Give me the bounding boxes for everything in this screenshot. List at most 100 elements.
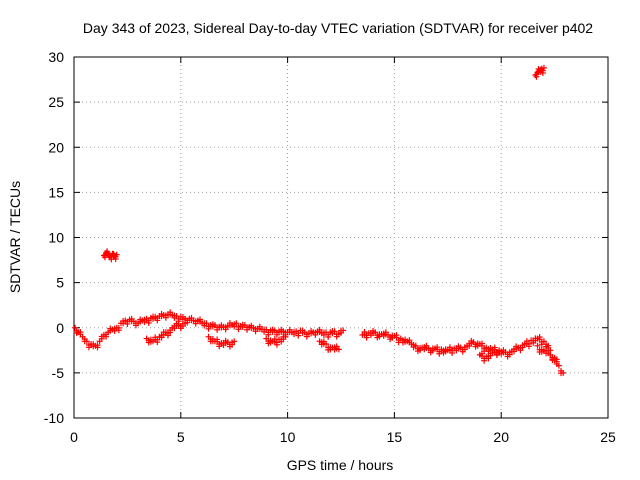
series-lower-branches-track-mark (280, 336, 287, 343)
chart-title: Day 343 of 2023, Sidereal Day-to-day VTE… (83, 20, 593, 36)
series-main-track-track-mark (111, 327, 118, 334)
y-tick-label: -5 (52, 365, 65, 381)
series-main-track-track-mark (303, 333, 310, 340)
series-lower-branches-track-mark (333, 345, 340, 352)
series-main-track-track-mark (417, 347, 424, 354)
series-main-track-track-mark (98, 335, 105, 342)
series-main-track-track-mark (201, 322, 208, 329)
series-lower-branches-track-mark (147, 338, 154, 345)
x-tick-label: 20 (493, 429, 509, 445)
series-main-track-track-mark (449, 349, 456, 356)
series-main-track-track-mark (376, 333, 383, 340)
series-main-track-track-mark (94, 344, 101, 351)
series-main-track-track-mark (406, 339, 413, 346)
series-main-track-track-mark (299, 329, 306, 336)
x-tick-label: 5 (177, 429, 185, 445)
series-lower-branches-track-mark (538, 348, 545, 355)
series-main-track-track-mark (261, 328, 268, 335)
series-main-track-track-mark (370, 330, 377, 337)
y-tick-label: 0 (56, 320, 64, 336)
series-main-track-track-mark (291, 331, 298, 338)
series-main-track-track-mark (333, 333, 340, 340)
y-tick-label: -10 (44, 410, 64, 426)
series-main-track-track-mark (295, 332, 302, 339)
series-main-track-track-mark (188, 317, 195, 324)
series-main-track-track-mark (167, 311, 174, 318)
series-main-track-track-mark (205, 325, 212, 332)
series-main-track-track-mark (256, 325, 263, 332)
series-main-track-track-mark (235, 326, 242, 333)
series-main-track-track-mark (77, 331, 84, 338)
series-main-track-track-mark (162, 314, 169, 321)
series-main-track-track-mark (478, 342, 485, 349)
series-main-track-track-mark (436, 350, 443, 357)
series-main-track-track-mark (150, 315, 157, 322)
y-tick-label: 5 (56, 275, 64, 291)
series-main-track-track-mark (192, 320, 199, 327)
y-tick-label: 25 (48, 94, 64, 110)
series-main-track-track-mark (124, 320, 131, 327)
series-main-track-track-mark (141, 318, 148, 325)
y-tick-label: 15 (48, 184, 64, 200)
series-main-track-track-mark (423, 345, 430, 352)
series-lower-branches-track-mark (487, 352, 494, 359)
series-outlier-cluster-2-track-mark (533, 73, 540, 80)
series-main-track-track-mark (363, 334, 370, 341)
series-main-track-track-mark (73, 330, 80, 337)
x-axis-label: GPS time / hours (287, 457, 394, 473)
series-lower-branches-track-mark (267, 339, 274, 346)
series-main-track-track-mark (269, 328, 276, 335)
y-axis: -10 -5 0 5 10 15 20 25 30 (44, 49, 608, 426)
series-lower-branches-track-mark (216, 343, 223, 350)
series-main-track-track-mark (132, 322, 139, 329)
series-main-track-track-mark (442, 348, 449, 355)
series-main-track-track-mark (455, 345, 462, 352)
series-outlier-cluster-2-point (540, 64, 547, 71)
series-main-track-track-mark (500, 349, 507, 356)
series-lower-branches-track-mark (273, 341, 280, 348)
series-lower-branches-track-mark (545, 350, 552, 357)
x-tick-label: 10 (280, 429, 296, 445)
series-lower-branches-track-mark (167, 329, 174, 336)
series-lower-branches-track-mark (551, 357, 558, 364)
series-main-track-track-mark (154, 317, 161, 324)
series-lower-branches-track-mark (222, 340, 229, 347)
y-axis-label: SDTVAR / TECUs (7, 181, 23, 293)
series-main-track-track-mark (171, 314, 178, 321)
series-main-track-track-mark (558, 370, 565, 377)
grid (74, 57, 608, 418)
x-tick-label: 0 (70, 429, 78, 445)
series-lower-branches-track-mark (179, 323, 186, 330)
series-main-track-track-mark (231, 323, 238, 330)
series-main-track-track-mark (197, 318, 204, 325)
series-lower-branches-point (534, 342, 541, 349)
series-main-track-track-mark (248, 324, 255, 331)
series-main-track-track-mark (468, 340, 475, 347)
series-main-track-track-mark (214, 326, 221, 333)
series-main-track-track-mark (402, 338, 409, 345)
series-main-track-track-mark (519, 344, 526, 351)
series-main-track-track-mark (410, 344, 417, 351)
series-main-track-track-mark (308, 330, 315, 337)
series-main-track-track-mark (316, 329, 323, 336)
series-main-track-track-mark (145, 319, 152, 326)
series-main-track-track-mark (265, 331, 272, 338)
y-tick-label: 30 (48, 49, 64, 65)
x-axis: 0 5 10 15 20 25 (70, 57, 616, 445)
series-main-track-track-mark (513, 345, 520, 352)
series-main-track-track-mark (429, 347, 436, 354)
series-main-track-track-mark (244, 326, 251, 333)
series-main-track-track-mark (90, 343, 97, 350)
series-main-track-track-mark (209, 323, 216, 330)
series-main-track-track-mark (532, 337, 539, 344)
series-lower-branches-track-mark (229, 341, 236, 348)
series-lower-branches-track-mark (160, 331, 167, 338)
series-main-track-track-mark (120, 320, 127, 327)
series-main-track-point (72, 324, 79, 331)
x-tick-label: 25 (600, 429, 616, 445)
series-main-track-track-mark (222, 326, 229, 333)
series-main-track-track-mark (278, 328, 285, 335)
data-points (72, 64, 567, 377)
